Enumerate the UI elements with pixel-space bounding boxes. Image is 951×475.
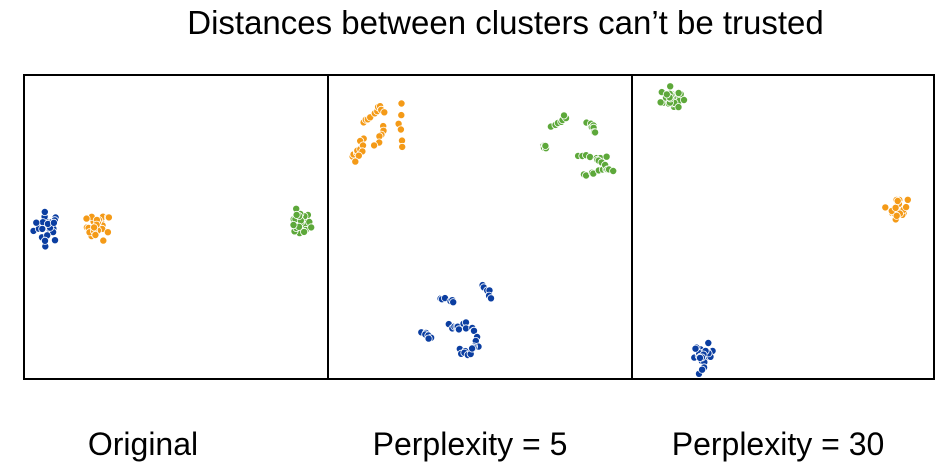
scatter-point-green (292, 210, 301, 219)
scatter-point-orange (354, 151, 363, 160)
scatter-point-blue (704, 338, 713, 347)
panel-label-perplexity-30: Perplexity = 30 (671, 426, 885, 462)
scatter-point-orange (397, 99, 406, 108)
scatter-point-blue (50, 236, 59, 245)
scatter-point-green (674, 88, 683, 97)
scatter-point-blue (469, 326, 478, 335)
scatter-point-blue (698, 365, 707, 374)
scatter-point-blue (49, 218, 58, 227)
scatter-point-green (609, 167, 618, 176)
scatter-point-orange (893, 197, 902, 206)
panels-figure (23, 74, 935, 380)
scatter-point-green (307, 223, 316, 232)
panel-perplexity-5 (327, 74, 633, 380)
scatter-point-blue (468, 344, 477, 353)
scatter-point-green (586, 153, 595, 162)
panel-label-original: Original (87, 426, 199, 462)
scatter-point-green (662, 90, 671, 99)
scatter-point-orange (902, 203, 911, 212)
scatter-point-green (602, 152, 611, 161)
scatter-point-green (591, 128, 600, 137)
scatter-point-orange (397, 111, 406, 120)
scatter-point-orange (91, 230, 100, 239)
scatter-point-orange (891, 203, 900, 212)
panel-frame (23, 74, 329, 380)
scatter-point-orange (104, 213, 113, 222)
scatter-point-orange (892, 211, 901, 220)
scatter-point-green (656, 98, 665, 107)
scatter-point-orange (351, 157, 360, 166)
scatter-point-orange (99, 236, 108, 245)
scatter-point-orange (370, 141, 379, 150)
scatter-point-green (289, 220, 298, 229)
chart-title: Distances between clusters can’t be trus… (187, 4, 824, 41)
scatter-point-blue (40, 236, 49, 245)
scatter-point-green (666, 82, 675, 91)
panel-perplexity-30 (631, 74, 935, 380)
scatter-point-green (541, 141, 550, 150)
scatter-point-orange (380, 108, 389, 117)
scatter-point-orange (396, 125, 405, 134)
panel-original (23, 74, 329, 380)
scatter-point-blue (449, 298, 458, 307)
scatter-point-green (560, 111, 569, 120)
scatter-point-blue (32, 218, 41, 227)
panel-label-perplexity-5: Perplexity = 5 (372, 426, 568, 462)
scatter-point-blue (696, 353, 705, 362)
scatter-point-blue (40, 207, 49, 216)
scatter-point-green (680, 95, 689, 104)
scatter-point-blue (486, 294, 495, 303)
scatter-point-blue (691, 344, 700, 353)
scatter-point-orange (398, 142, 407, 151)
scatter-point-blue (38, 224, 47, 233)
scatter-point-orange (90, 223, 99, 232)
scatter-point-green (300, 227, 309, 236)
scatter-point-orange (82, 214, 91, 223)
scatter-point-orange (103, 228, 112, 237)
scatter-point-green (674, 103, 683, 112)
scatter-point-orange (881, 203, 890, 212)
panel-frame (631, 74, 935, 380)
scatter-point-orange (903, 195, 912, 204)
scatter-point-blue (424, 334, 433, 343)
